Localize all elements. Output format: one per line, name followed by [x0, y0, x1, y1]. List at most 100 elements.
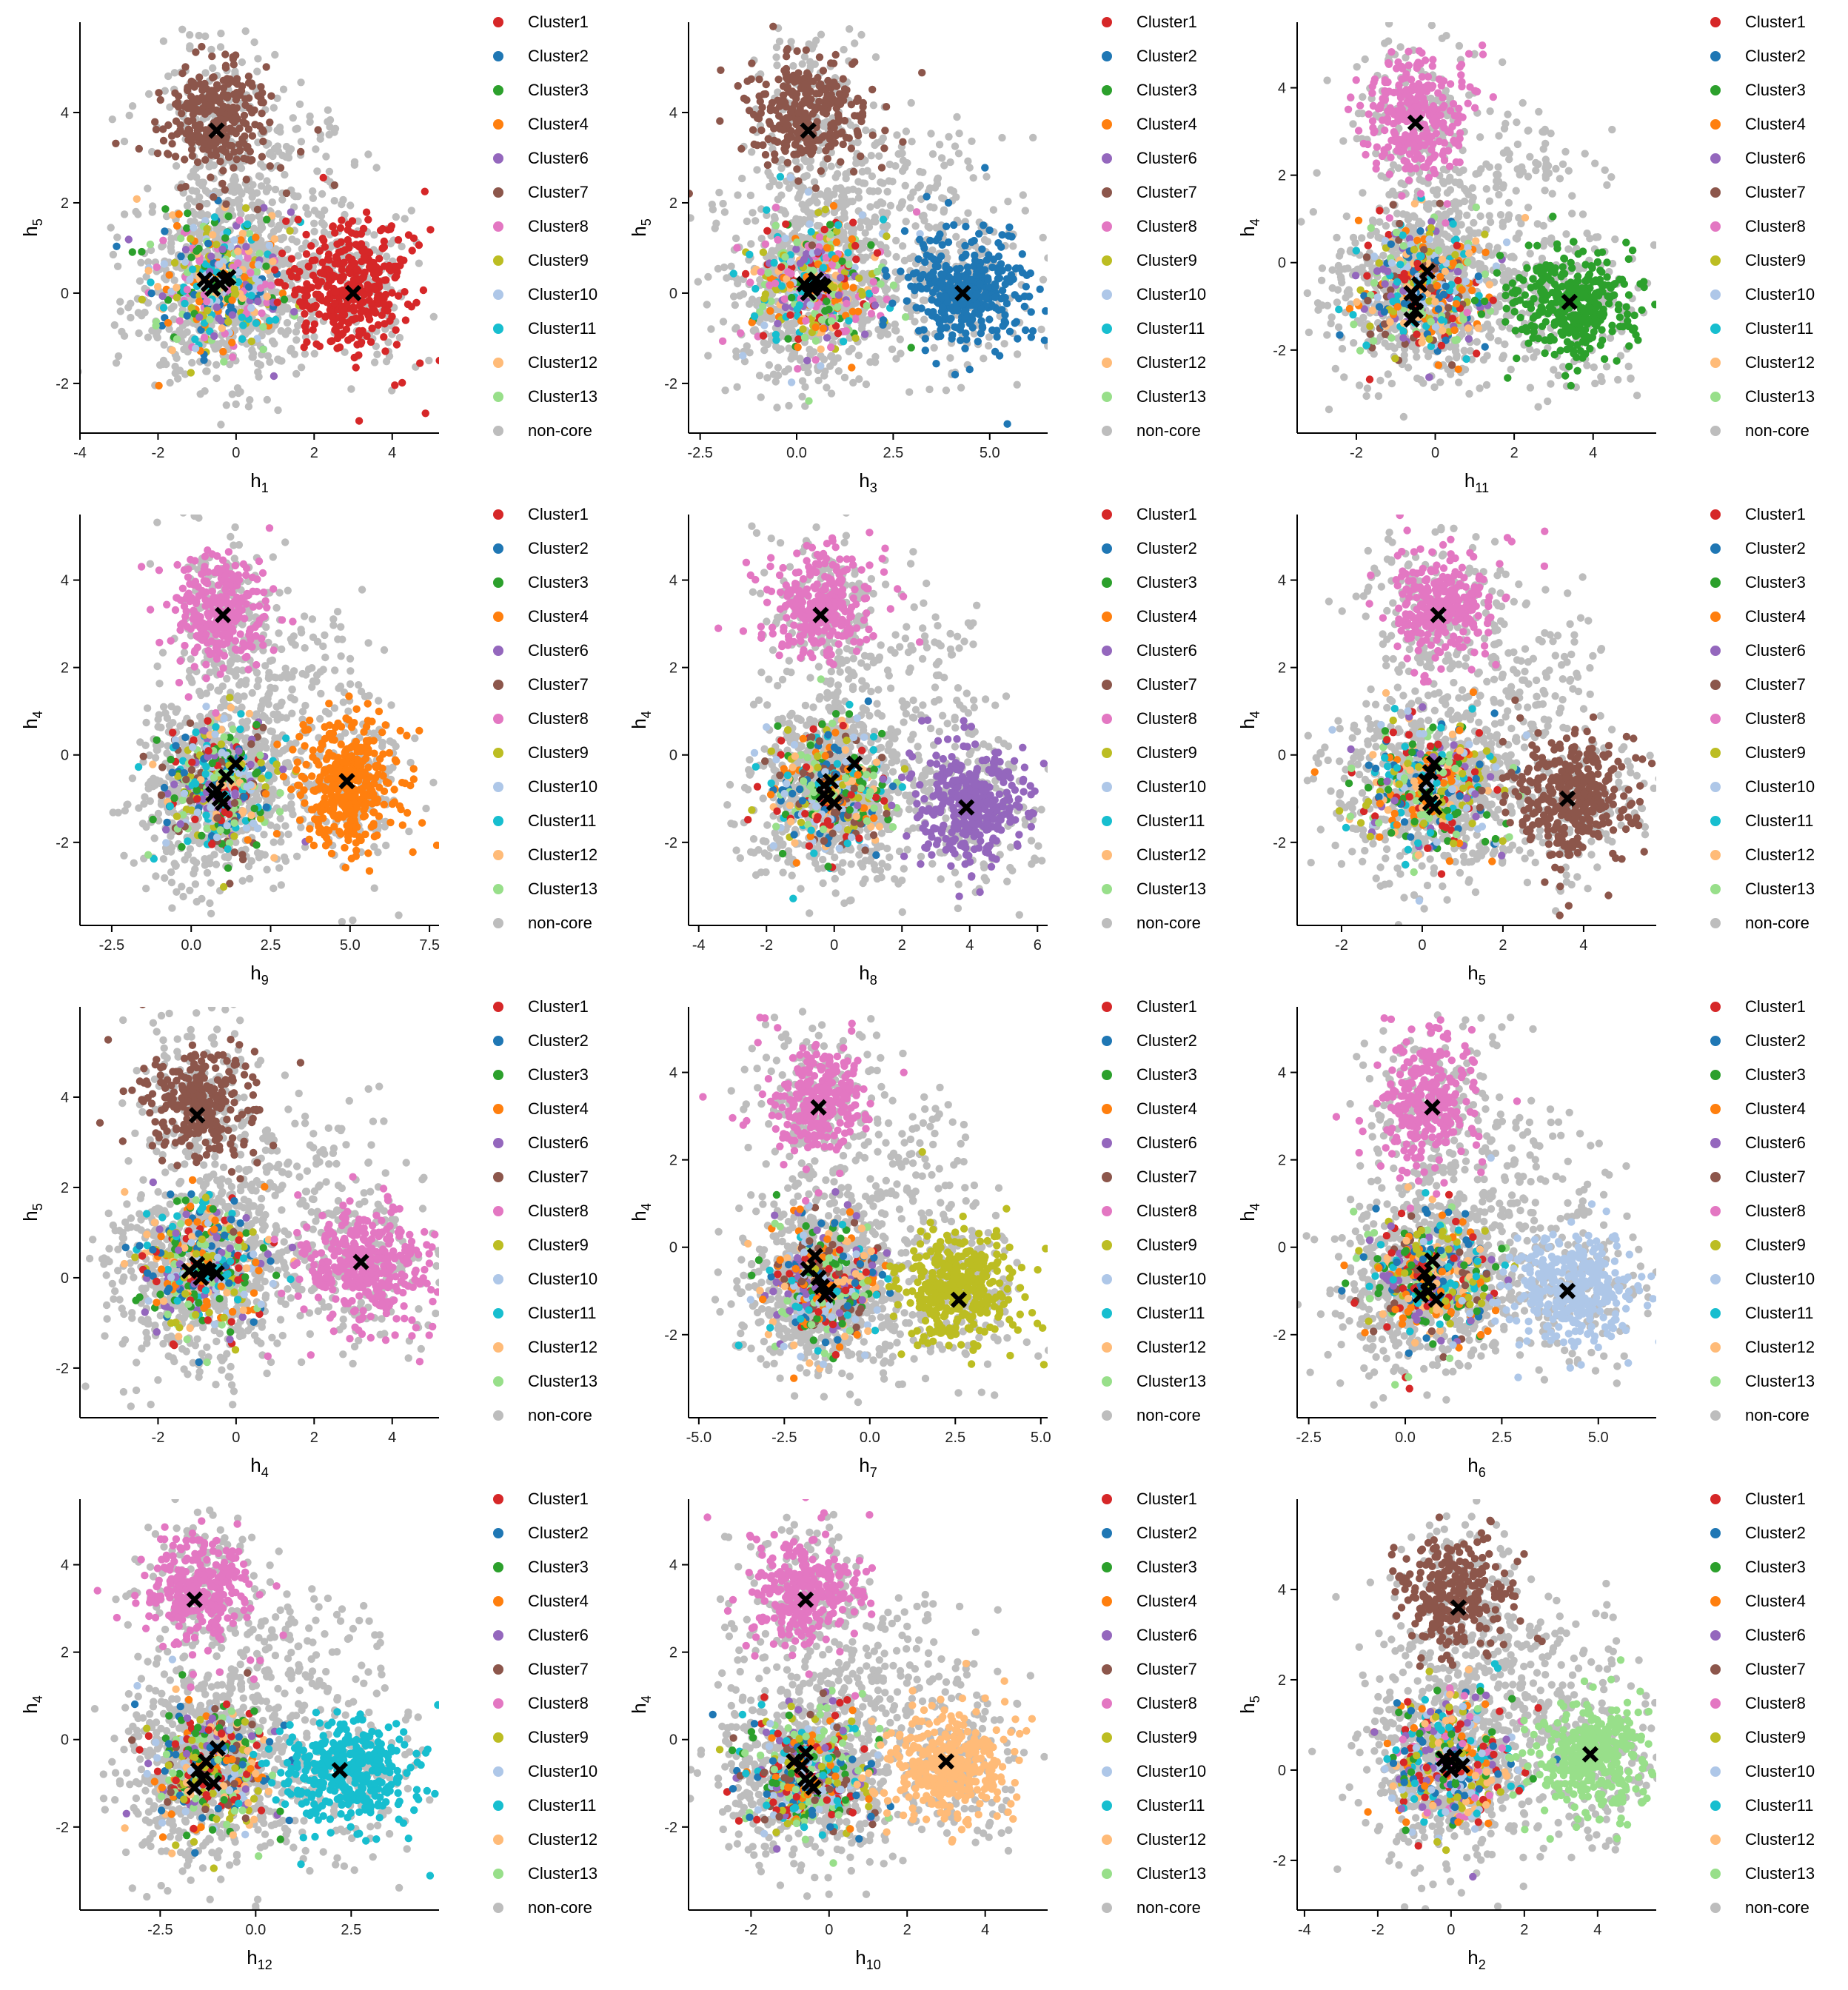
- legend-key-cluster9: [1102, 255, 1112, 266]
- non-core-point: [732, 234, 740, 243]
- cluster2-point: [926, 252, 935, 261]
- cluster7-point: [267, 92, 275, 100]
- cluster1-point: [329, 222, 337, 230]
- y-tick-label: 4: [669, 105, 677, 121]
- cluster7-point: [198, 42, 206, 51]
- non-core-point: [715, 188, 723, 197]
- non-core-point: [909, 188, 917, 196]
- cluster7-point: [232, 155, 241, 164]
- cluster1-point: [337, 238, 345, 247]
- cluster7-point: [259, 137, 267, 146]
- non-core-point: [806, 164, 814, 172]
- non-core-point: [734, 279, 742, 288]
- cluster11-point: [845, 317, 853, 325]
- cluster1-point: [419, 286, 428, 295]
- non-core-point: [235, 202, 244, 210]
- cluster4-point: [165, 271, 173, 279]
- non-core-point: [940, 206, 948, 214]
- non-core-point: [897, 273, 905, 281]
- cluster6-point: [270, 372, 278, 381]
- non-core-point: [888, 345, 897, 353]
- non-core-point: [172, 162, 181, 170]
- legend-key-cluster12: [493, 358, 503, 368]
- non-core-point: [354, 217, 362, 225]
- cluster7-point: [184, 117, 193, 126]
- cluster1-point: [310, 320, 319, 328]
- cluster6-point: [228, 311, 236, 319]
- non-core-point: [712, 219, 720, 227]
- cluster2-point: [934, 315, 943, 323]
- legend-key-cluster12: [1102, 358, 1112, 368]
- non-core-point: [862, 126, 870, 135]
- non-core-point: [207, 45, 215, 54]
- non-core-point: [212, 361, 221, 369]
- y-tick-label: 2: [61, 195, 69, 212]
- non-core-point: [794, 216, 802, 224]
- cluster7-point: [222, 200, 230, 208]
- cluster4-point: [823, 244, 831, 252]
- cluster6-point: [254, 297, 262, 306]
- cluster2-point: [912, 269, 920, 277]
- cluster10-point: [227, 243, 235, 251]
- cluster12-point: [168, 346, 176, 355]
- non-core-point: [313, 167, 321, 175]
- cluster12-point: [269, 258, 277, 266]
- non-core-point: [785, 401, 793, 410]
- cluster7-point: [800, 80, 809, 89]
- non-core-point: [1501, 340, 1509, 349]
- non-core-point: [114, 352, 123, 361]
- non-core-point: [1013, 350, 1022, 358]
- legend-key-non-core: [493, 426, 503, 436]
- cluster1-point: [794, 335, 803, 344]
- non-core-point: [733, 383, 741, 391]
- cluster2-point: [897, 267, 905, 275]
- cluster10-point: [806, 220, 814, 228]
- cluster13-point: [817, 315, 826, 324]
- non-core-point: [945, 133, 953, 141]
- cluster1-point: [378, 244, 386, 252]
- non-core-point: [707, 325, 715, 333]
- cluster2-point: [1014, 335, 1022, 343]
- non-core-point: [276, 221, 284, 230]
- cluster4-point: [848, 307, 857, 315]
- cluster7-point: [204, 107, 212, 115]
- non-core-point: [720, 208, 729, 216]
- cluster2-point: [937, 294, 945, 302]
- non-core-point: [810, 178, 819, 186]
- scatter-panel-3: -2 0 2 4-2024h11h4Cluster1Cluster2Cluster3C…: [1236, 13, 1815, 495]
- cluster2-point: [962, 222, 970, 231]
- non-core-point: [195, 31, 203, 40]
- cluster2-point: [950, 221, 958, 230]
- cluster1-point: [401, 316, 410, 324]
- cluster2-point: [158, 321, 167, 330]
- cluster11-point: [147, 278, 155, 287]
- cluster2-point: [985, 315, 994, 324]
- non-core-point: [1444, 355, 1453, 364]
- cluster1-point: [368, 306, 377, 315]
- cluster9-point: [247, 337, 255, 346]
- non-core-point: [1384, 370, 1393, 378]
- cluster11-point: [763, 206, 771, 214]
- cluster7-point: [219, 84, 228, 93]
- legend-key-cluster7: [1102, 187, 1112, 198]
- cluster11-point: [239, 321, 247, 329]
- cluster11-point: [201, 260, 210, 268]
- non-core-point: [857, 30, 866, 39]
- non-core-point: [415, 259, 424, 267]
- cluster2-point: [1049, 318, 1057, 325]
- cluster6-point: [796, 259, 805, 267]
- cluster11-point: [244, 220, 252, 229]
- non-core-point: [938, 194, 946, 202]
- non-core-point: [920, 315, 928, 324]
- non-core-point: [968, 137, 976, 145]
- cluster8-point: [746, 278, 754, 287]
- cluster2-point: [934, 332, 942, 341]
- non-core-point: [278, 305, 286, 313]
- cluster1-point: [834, 329, 843, 338]
- non-core-point: [877, 137, 886, 146]
- cluster3-point: [224, 212, 232, 221]
- cluster8-point: [815, 233, 824, 241]
- non-core-point: [395, 333, 404, 342]
- cluster2-point: [177, 252, 185, 261]
- centroid-marker: [344, 284, 362, 302]
